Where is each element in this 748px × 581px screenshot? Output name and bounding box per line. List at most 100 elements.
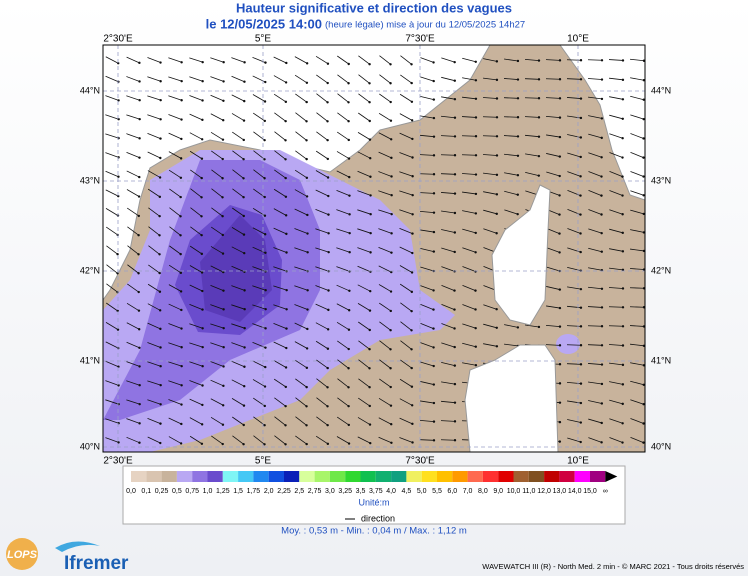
arrow-head	[453, 61, 455, 63]
arrow-head	[243, 366, 245, 368]
arrow-head	[285, 327, 287, 329]
arrow-head	[159, 328, 161, 330]
arrow-head	[559, 363, 561, 365]
arrow-head	[474, 327, 476, 329]
arrow-head	[559, 421, 561, 423]
lat-label: 42°N	[80, 265, 100, 275]
arrow-head	[117, 176, 119, 178]
arrow-head	[538, 326, 540, 328]
arrow-head	[558, 175, 560, 177]
arrow-head	[642, 156, 644, 158]
arrow-head	[368, 386, 370, 388]
arrow-head	[454, 79, 456, 81]
arrow-head	[621, 175, 623, 177]
arrow-head	[159, 196, 161, 198]
arrow-head	[454, 401, 456, 403]
arrow-head	[180, 365, 182, 367]
arrow-head	[221, 196, 223, 198]
arrow-head	[475, 61, 477, 63]
arrow-head	[369, 213, 371, 215]
arrow-head	[306, 232, 308, 234]
arrow-head	[601, 422, 603, 424]
arrow-head	[433, 98, 435, 100]
arrow-head	[601, 402, 603, 404]
arrow-head	[390, 213, 392, 215]
arrow-head	[327, 195, 329, 197]
arrow-head	[475, 193, 477, 195]
arrow-head	[390, 120, 392, 122]
arrow-head	[264, 120, 266, 122]
arrow-head	[348, 309, 350, 311]
scale-swatch	[253, 471, 268, 482]
arrow-head	[389, 63, 391, 65]
arrow-head	[559, 382, 561, 384]
arrow-head	[411, 138, 413, 140]
arrow-head	[368, 348, 370, 350]
arrow-head	[601, 344, 603, 346]
arrow-head	[390, 404, 392, 406]
arrow-head	[306, 82, 308, 84]
arrow-head	[222, 138, 224, 140]
arrow-head	[496, 154, 498, 156]
arrow-head	[433, 192, 435, 194]
arrow-head	[117, 81, 119, 83]
arrow-shaft	[609, 307, 623, 308]
arrow-head	[222, 289, 224, 291]
arrow-head	[138, 156, 140, 158]
arrow-head	[138, 347, 140, 349]
arrow-head	[242, 443, 244, 445]
arrow-head	[348, 176, 350, 178]
arrow-head	[327, 348, 329, 350]
arrow-head	[433, 383, 435, 385]
arrow-head	[517, 97, 519, 99]
arrow-head	[201, 80, 203, 82]
arrow-head	[559, 440, 561, 442]
arrow-head	[242, 196, 244, 198]
arrow-head	[558, 251, 560, 253]
scale-swatch	[269, 471, 284, 482]
date: le 12/05/2025 14:00	[206, 16, 322, 31]
arrow-head	[600, 175, 602, 177]
arrow-head	[517, 326, 519, 328]
scale-label: 3,75	[369, 488, 383, 495]
arrow-head	[180, 290, 182, 292]
arrow-head	[600, 441, 602, 443]
arrow-head	[201, 290, 203, 292]
arrow-head	[559, 136, 561, 138]
arrow-head	[159, 80, 161, 82]
arrow-head	[306, 289, 308, 291]
arrow-head	[453, 289, 455, 291]
scale-label: 2,75	[308, 488, 322, 495]
arrow-head	[264, 385, 266, 387]
arrow-head	[348, 251, 350, 253]
arrow-head	[390, 290, 392, 292]
arrow-head	[138, 309, 140, 311]
arrow-head	[200, 234, 202, 236]
lat-label: 40°N	[651, 441, 671, 451]
arrow-head	[285, 251, 287, 253]
arrow-head	[642, 403, 644, 405]
arrow-head	[326, 424, 328, 426]
lat-label: 40°N	[80, 441, 100, 451]
arrow-head	[580, 117, 582, 119]
arrow-head	[517, 135, 519, 137]
arrow-head	[180, 346, 182, 348]
scale-label: 1,75	[247, 488, 261, 495]
arrow-head	[201, 99, 203, 101]
arrow-head	[138, 80, 140, 82]
arrow-head	[201, 119, 203, 121]
arrow-head	[579, 175, 581, 177]
arrow-head	[411, 119, 413, 121]
arrow-head	[517, 60, 519, 62]
arrow-head	[222, 80, 224, 82]
arrow-head	[305, 443, 307, 445]
arrow-head	[159, 99, 161, 101]
arrow-head	[538, 78, 540, 80]
arrow-head	[159, 291, 161, 293]
arrow-head	[222, 61, 224, 63]
scale-swatch	[284, 471, 299, 482]
scale-swatch	[192, 471, 207, 482]
arrow-head	[347, 367, 349, 369]
arrow-head	[600, 213, 602, 215]
